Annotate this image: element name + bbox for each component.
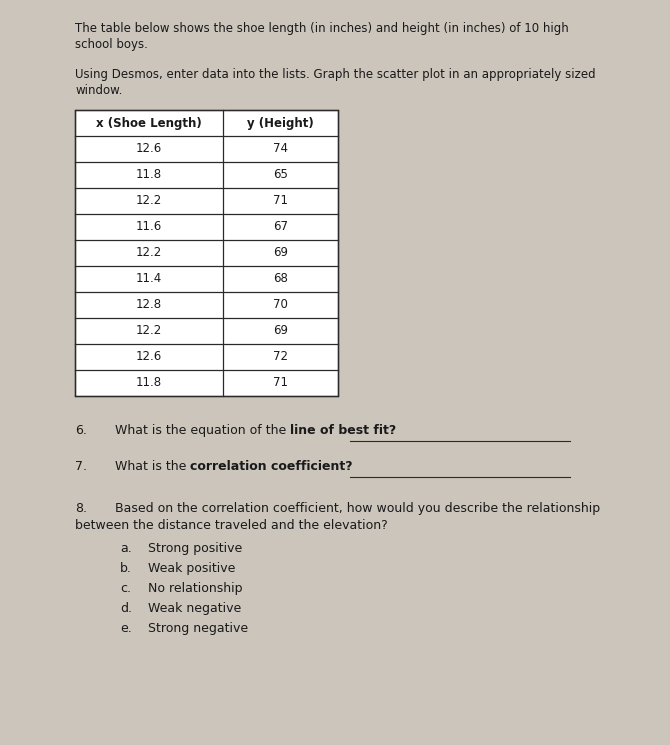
Text: Weak positive: Weak positive (148, 562, 235, 575)
Text: b.: b. (120, 562, 132, 575)
Text: Based on the correlation coefficient, how would you describe the relationship: Based on the correlation coefficient, ho… (115, 502, 600, 515)
Text: window.: window. (75, 84, 123, 97)
Text: Strong negative: Strong negative (148, 622, 248, 635)
Text: 71: 71 (273, 194, 288, 208)
Text: line of best fit?: line of best fit? (290, 424, 397, 437)
Text: 12.6: 12.6 (136, 350, 162, 364)
Text: What is the: What is the (115, 460, 190, 473)
Text: between the distance traveled and the elevation?: between the distance traveled and the el… (75, 519, 388, 532)
Text: 74: 74 (273, 142, 288, 156)
Text: 12.8: 12.8 (136, 299, 162, 311)
Text: e.: e. (120, 622, 132, 635)
Text: 70: 70 (273, 299, 288, 311)
Text: 71: 71 (273, 376, 288, 390)
Bar (75, 110, 338, 396)
Text: 69: 69 (273, 325, 288, 337)
Text: 7.: 7. (75, 460, 87, 473)
Text: 6.: 6. (75, 424, 87, 437)
Text: 67: 67 (273, 221, 288, 233)
Text: correlation coefficient?: correlation coefficient? (190, 460, 353, 473)
Text: 11.8: 11.8 (136, 376, 162, 390)
Text: 11.4: 11.4 (136, 273, 162, 285)
Text: 12.2: 12.2 (136, 325, 162, 337)
Text: 11.8: 11.8 (136, 168, 162, 182)
Text: c.: c. (120, 582, 131, 595)
Text: Strong positive: Strong positive (148, 542, 243, 555)
Text: y (Height): y (Height) (247, 116, 314, 130)
Text: The table below shows the shoe length (in inches) and height (in inches) of 10 h: The table below shows the shoe length (i… (75, 22, 569, 35)
Text: 65: 65 (273, 168, 288, 182)
Text: Using Desmos, enter data into the lists. Graph the scatter plot in an appropriat: Using Desmos, enter data into the lists.… (75, 68, 596, 81)
Text: No relationship: No relationship (148, 582, 243, 595)
Text: a.: a. (120, 542, 132, 555)
Text: school boys.: school boys. (75, 38, 148, 51)
Text: 12.6: 12.6 (136, 142, 162, 156)
Text: 69: 69 (273, 247, 288, 259)
Text: 12.2: 12.2 (136, 194, 162, 208)
Text: 12.2: 12.2 (136, 247, 162, 259)
Text: 68: 68 (273, 273, 288, 285)
Text: 8.: 8. (75, 502, 87, 515)
Text: d.: d. (120, 602, 132, 615)
Text: What is the equation of the: What is the equation of the (115, 424, 290, 437)
Text: Weak negative: Weak negative (148, 602, 241, 615)
Text: 72: 72 (273, 350, 288, 364)
Text: x (Shoe Length): x (Shoe Length) (96, 116, 202, 130)
Text: 11.6: 11.6 (136, 221, 162, 233)
